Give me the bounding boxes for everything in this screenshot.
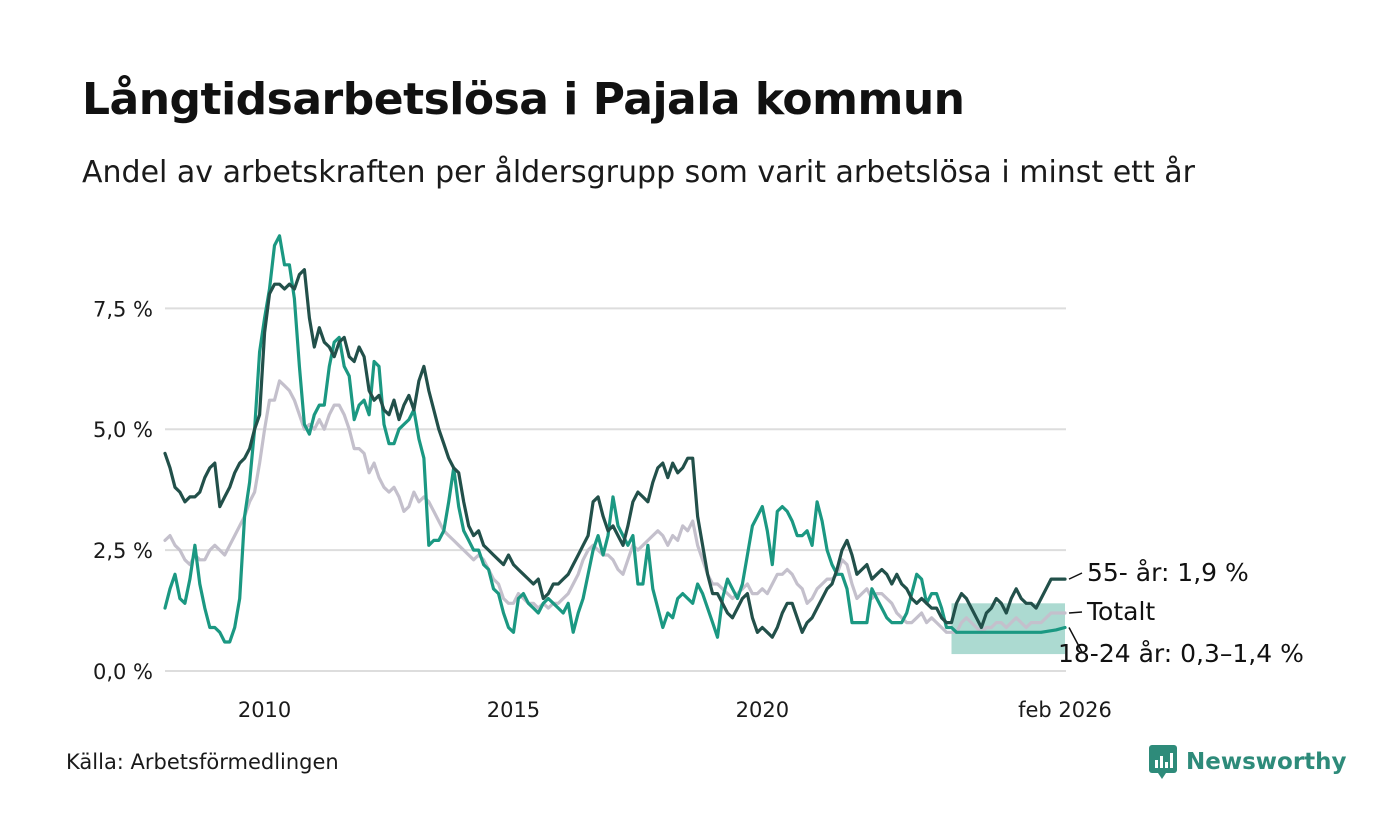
newsworthy-logo-icon xyxy=(1149,745,1177,779)
leader-line-total xyxy=(1068,611,1083,614)
series-label-total: Totalt xyxy=(1086,597,1155,626)
series-labels: 55- år: 1,9 % 18-24 år: 0,3–1,4 % Totalt xyxy=(1058,558,1304,668)
y-tick-label: 7,5 % xyxy=(93,297,153,321)
brand-logo[interactable]: Newsworthy xyxy=(1148,744,1347,780)
leader-line-age18_24 xyxy=(1068,627,1083,653)
x-tick-label: 2020 xyxy=(736,698,789,722)
y-tick-label: 2,5 % xyxy=(93,539,153,563)
chart-subtitle: Andel av arbetskraften per åldersgrupp s… xyxy=(82,155,1195,190)
series-line-total xyxy=(163,379,1067,634)
x-tick-label: 2010 xyxy=(238,698,291,722)
series-label-age55: 55- år: 1,9 % xyxy=(1087,558,1249,587)
x-axis-ticks: 2010 2015 2020 feb 2026 xyxy=(238,698,1112,722)
x-tick-label: feb 2026 xyxy=(1018,698,1112,722)
series-line-age55 xyxy=(163,268,1067,639)
chart-title: Långtidsarbetslösa i Pajala kommun xyxy=(82,74,965,125)
grid-lines xyxy=(165,307,1066,672)
leader-line-age55 xyxy=(1068,572,1083,580)
x-tick-label: 2015 xyxy=(487,698,540,722)
series-lines xyxy=(163,234,1067,644)
y-tick-label: 0,0 % xyxy=(93,660,153,684)
series-label-age18_24: 18-24 år: 0,3–1,4 % xyxy=(1058,639,1304,668)
brand-name: Newsworthy xyxy=(1186,749,1347,775)
y-tick-label: 5,0 % xyxy=(93,418,153,442)
series-line-age18_24 xyxy=(163,234,1067,644)
source-note: Källa: Arbetsförmedlingen xyxy=(66,750,339,774)
y-axis-ticks: 0,0 % 2,5 % 5,0 % 7,5 % xyxy=(93,297,153,684)
